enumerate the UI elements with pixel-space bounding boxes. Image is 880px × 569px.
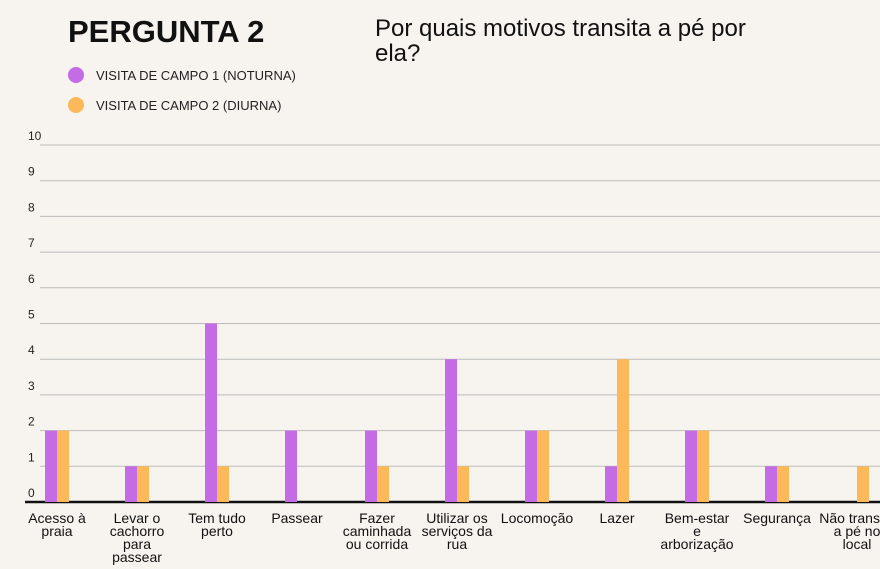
- x-tick-label: Tem tudo perto: [188, 510, 246, 539]
- bar: [285, 430, 297, 502]
- bar: [365, 430, 377, 502]
- chart-subtitle: Por quais motivos transita a pé por ela?: [375, 15, 746, 67]
- x-tick-label: Bem-estar e arborização: [660, 510, 734, 552]
- bar: [217, 466, 229, 502]
- x-tick-label: Não transita a pé no local: [819, 510, 880, 552]
- bar: [697, 430, 709, 502]
- y-tick-label: 1: [28, 450, 35, 464]
- bar: [137, 466, 149, 502]
- x-tick-label: Segurança: [743, 510, 811, 526]
- legend-item: VISITA DE CAMPO 1 (NOTURNA): [68, 67, 296, 83]
- bar: [525, 430, 537, 502]
- bar: [685, 430, 697, 502]
- y-tick-label: 5: [28, 308, 35, 322]
- bar: [537, 430, 549, 502]
- bar: [777, 466, 789, 502]
- y-tick-label: 4: [28, 343, 35, 357]
- bar: [377, 466, 389, 502]
- bar: [617, 359, 629, 502]
- y-tick-label: 10: [28, 129, 42, 143]
- legend-label: VISITA DE CAMPO 1 (NOTURNA): [96, 67, 296, 83]
- bar: [857, 466, 869, 502]
- bar: [765, 466, 777, 502]
- chart-title: PERGUNTA 2: [68, 14, 265, 49]
- x-tick-label: Lazer: [599, 510, 635, 526]
- legend-swatch: [68, 97, 84, 113]
- bar: [45, 430, 57, 502]
- y-tick-label: 9: [28, 165, 35, 179]
- bar: [125, 466, 137, 502]
- legend-item: VISITA DE CAMPO 2 (DIURNA): [68, 97, 281, 113]
- legend-swatch: [68, 67, 84, 83]
- y-tick-label: 2: [28, 415, 35, 429]
- y-tick-label: 8: [28, 200, 35, 214]
- x-tick-label: Passear: [271, 510, 323, 526]
- x-tick-label: Utilizar os serviços da rua: [421, 510, 493, 552]
- bar: [57, 430, 69, 502]
- y-tick-label: 7: [28, 236, 35, 250]
- bar: [457, 466, 469, 502]
- bar: [205, 323, 217, 502]
- x-tick-label: Acesso à praia: [28, 510, 86, 539]
- x-tick-label: Locomoção: [500, 510, 574, 526]
- x-tick-label: Fazer caminhada ou corrida: [342, 510, 412, 552]
- bar: [605, 466, 617, 502]
- bar: [445, 359, 457, 502]
- legend-label: VISITA DE CAMPO 2 (DIURNA): [96, 97, 282, 113]
- y-tick-label: 3: [28, 379, 35, 393]
- y-tick-label: 0: [28, 486, 35, 500]
- x-tick-label: Levar o cachorro para passear: [109, 510, 165, 565]
- y-tick-label: 6: [28, 272, 35, 286]
